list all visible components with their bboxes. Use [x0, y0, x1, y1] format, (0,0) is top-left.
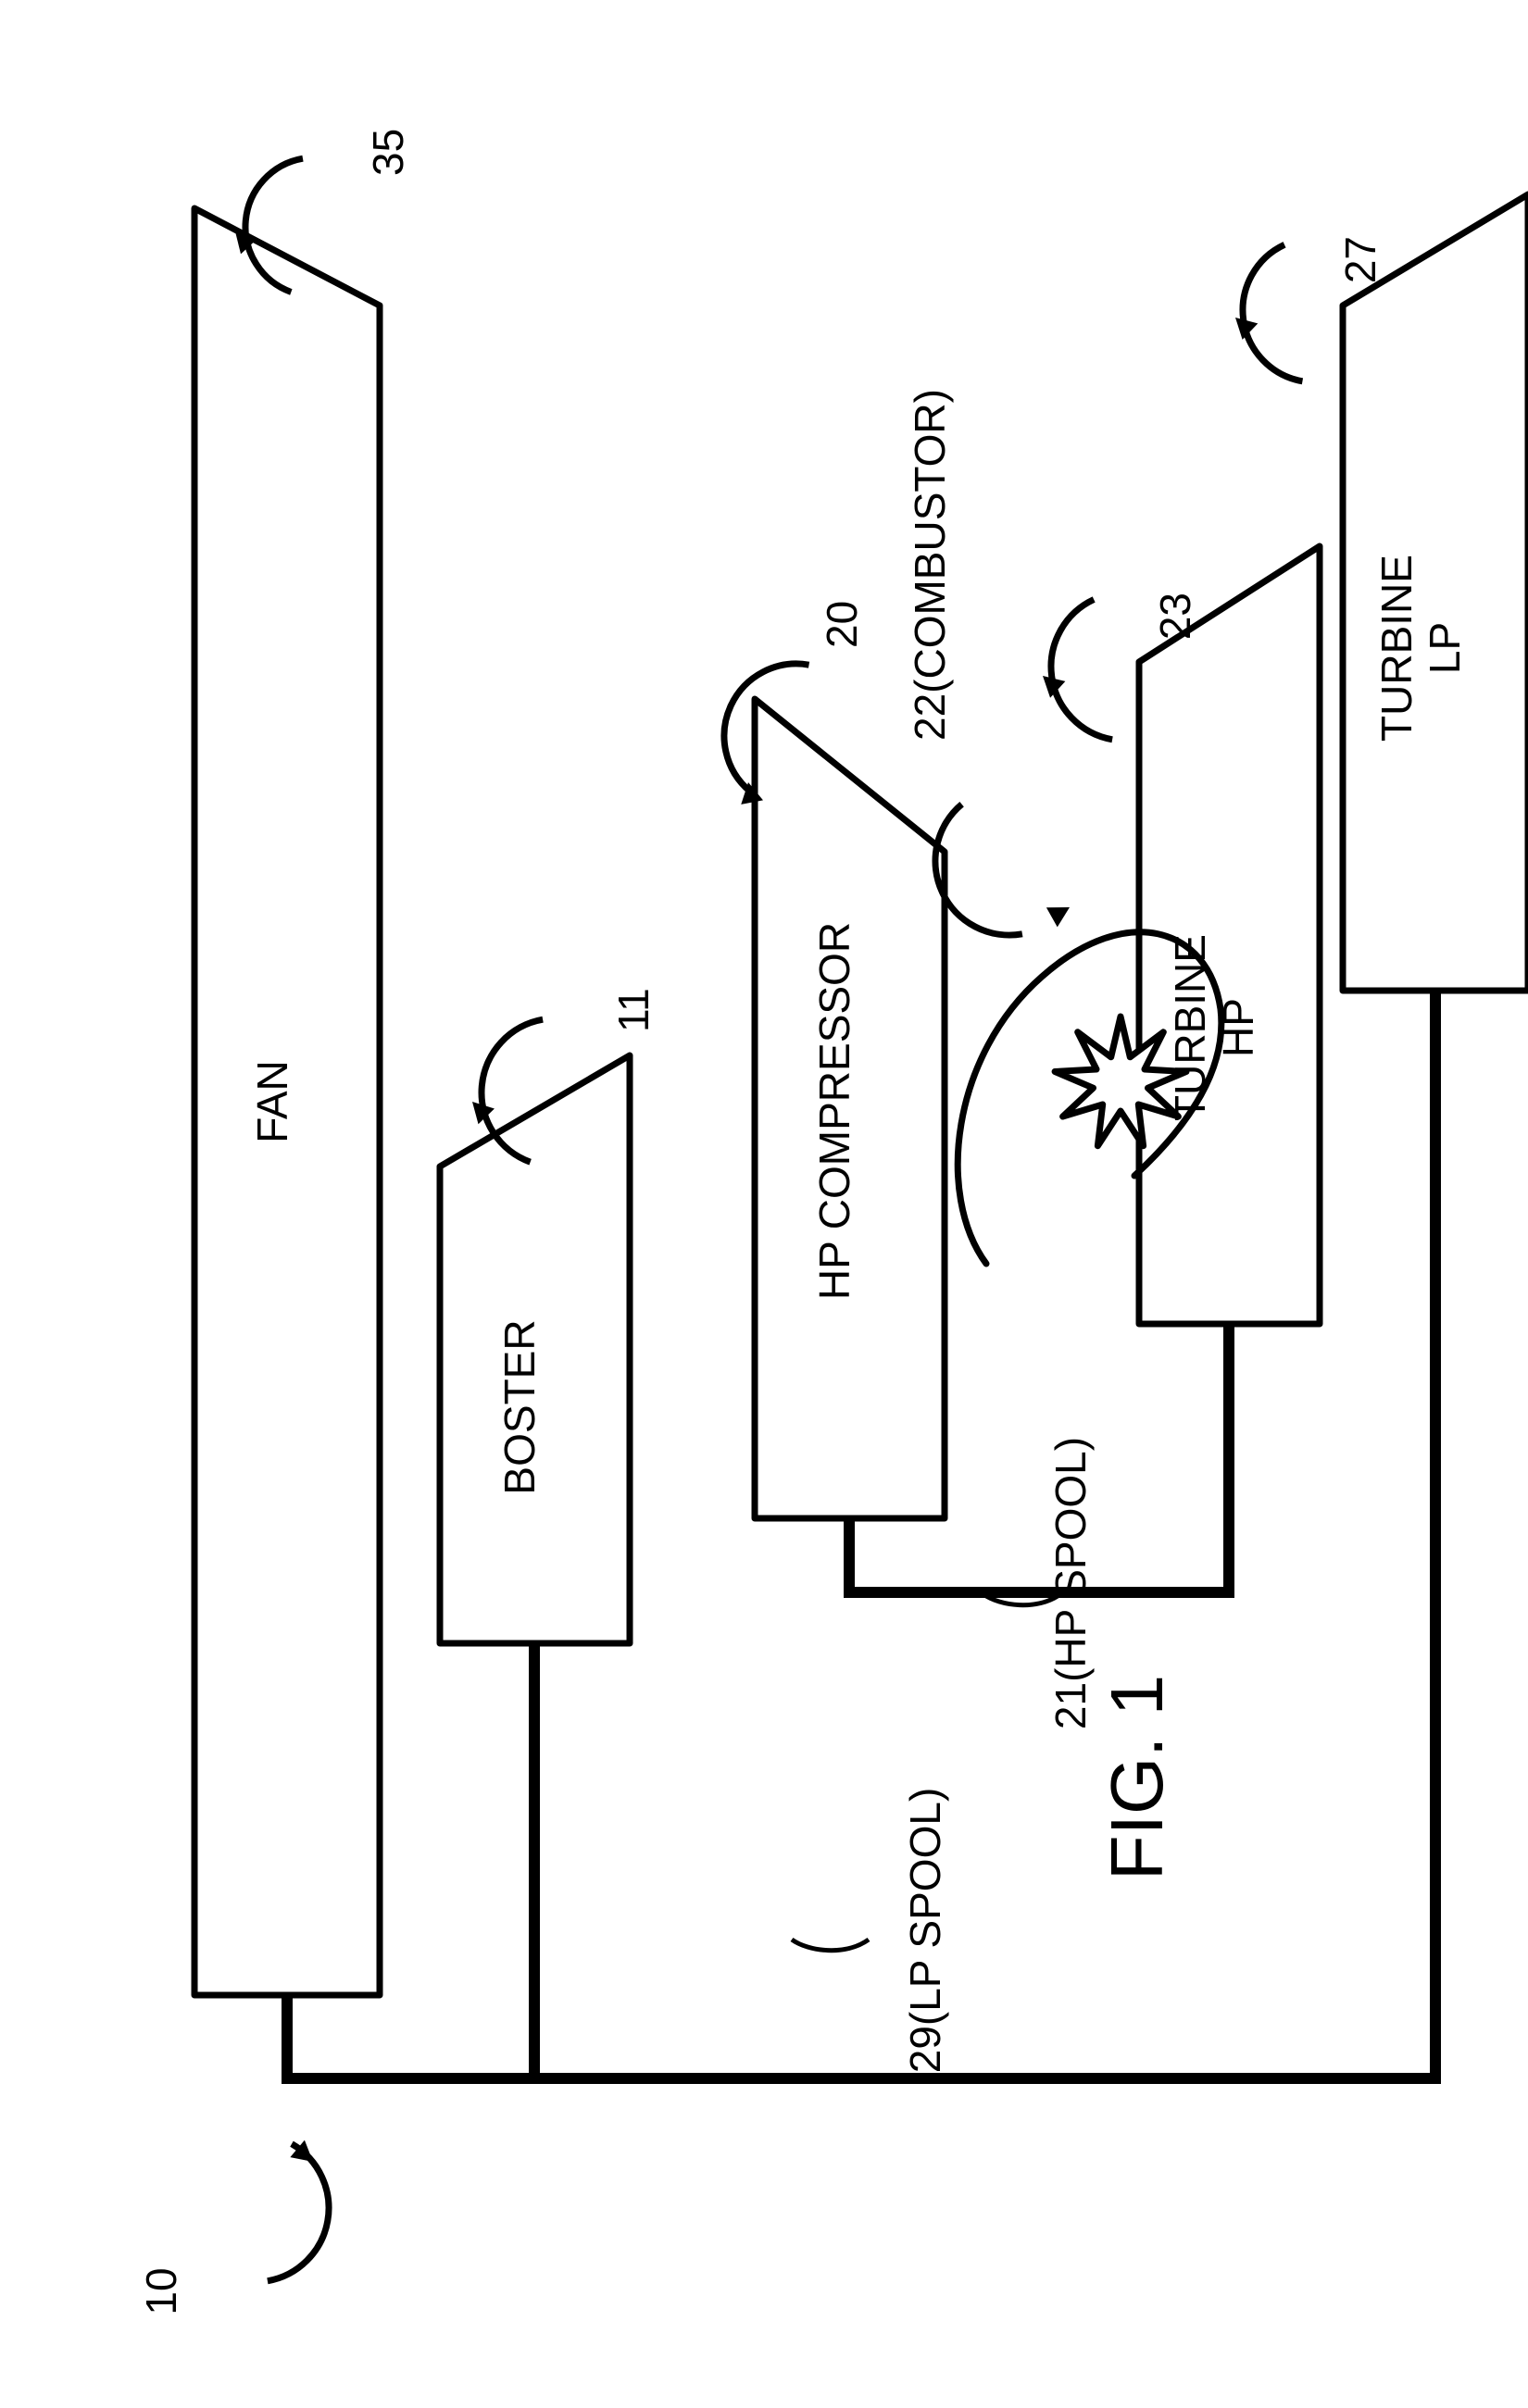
lp-spool-tick — [792, 1940, 869, 1951]
lp-turbine-block-label: TURBINE — [1372, 555, 1421, 742]
fan-block-label: FAN — [248, 1060, 296, 1142]
ref-numeral: 11 — [609, 988, 658, 1032]
hp-turbine-block-label: TURBINE — [1166, 934, 1214, 1121]
engine-schematic: 21(HP SPOOL) 29(LP SPOOL) FAN BOSTER HP COMP… — [0, 0, 1528, 2408]
leader-arc — [935, 805, 1022, 935]
ref-numeral: 23 — [1151, 593, 1199, 640]
hp-compressor-block-label: HP COMPRESSOR — [810, 922, 858, 1300]
hp-spool-label: 21(HP SPOOL) — [1046, 1437, 1095, 1729]
lp-turbine-block — [1343, 194, 1528, 991]
ref-numeral: 10 — [137, 2267, 185, 2314]
ref-numeral: 20 — [818, 601, 866, 648]
booster-block-label: BOSTER — [495, 1319, 544, 1494]
leader-arc — [1243, 244, 1302, 381]
leader-arrowhead — [1046, 907, 1070, 927]
leader-arc — [1051, 599, 1112, 739]
ref-numeral: 35 — [364, 129, 412, 176]
ref-numeral: 27 — [1336, 236, 1384, 283]
figure-caption: FIG. 1 — [1096, 1675, 1178, 1880]
leader-arc — [268, 2144, 329, 2281]
lp-turbine-block-label: LP — [1421, 622, 1469, 674]
ref-numeral: 22(COMBUSTOR) — [906, 389, 954, 741]
lp-spool-label: 29(LP SPOOL) — [901, 1788, 949, 2074]
